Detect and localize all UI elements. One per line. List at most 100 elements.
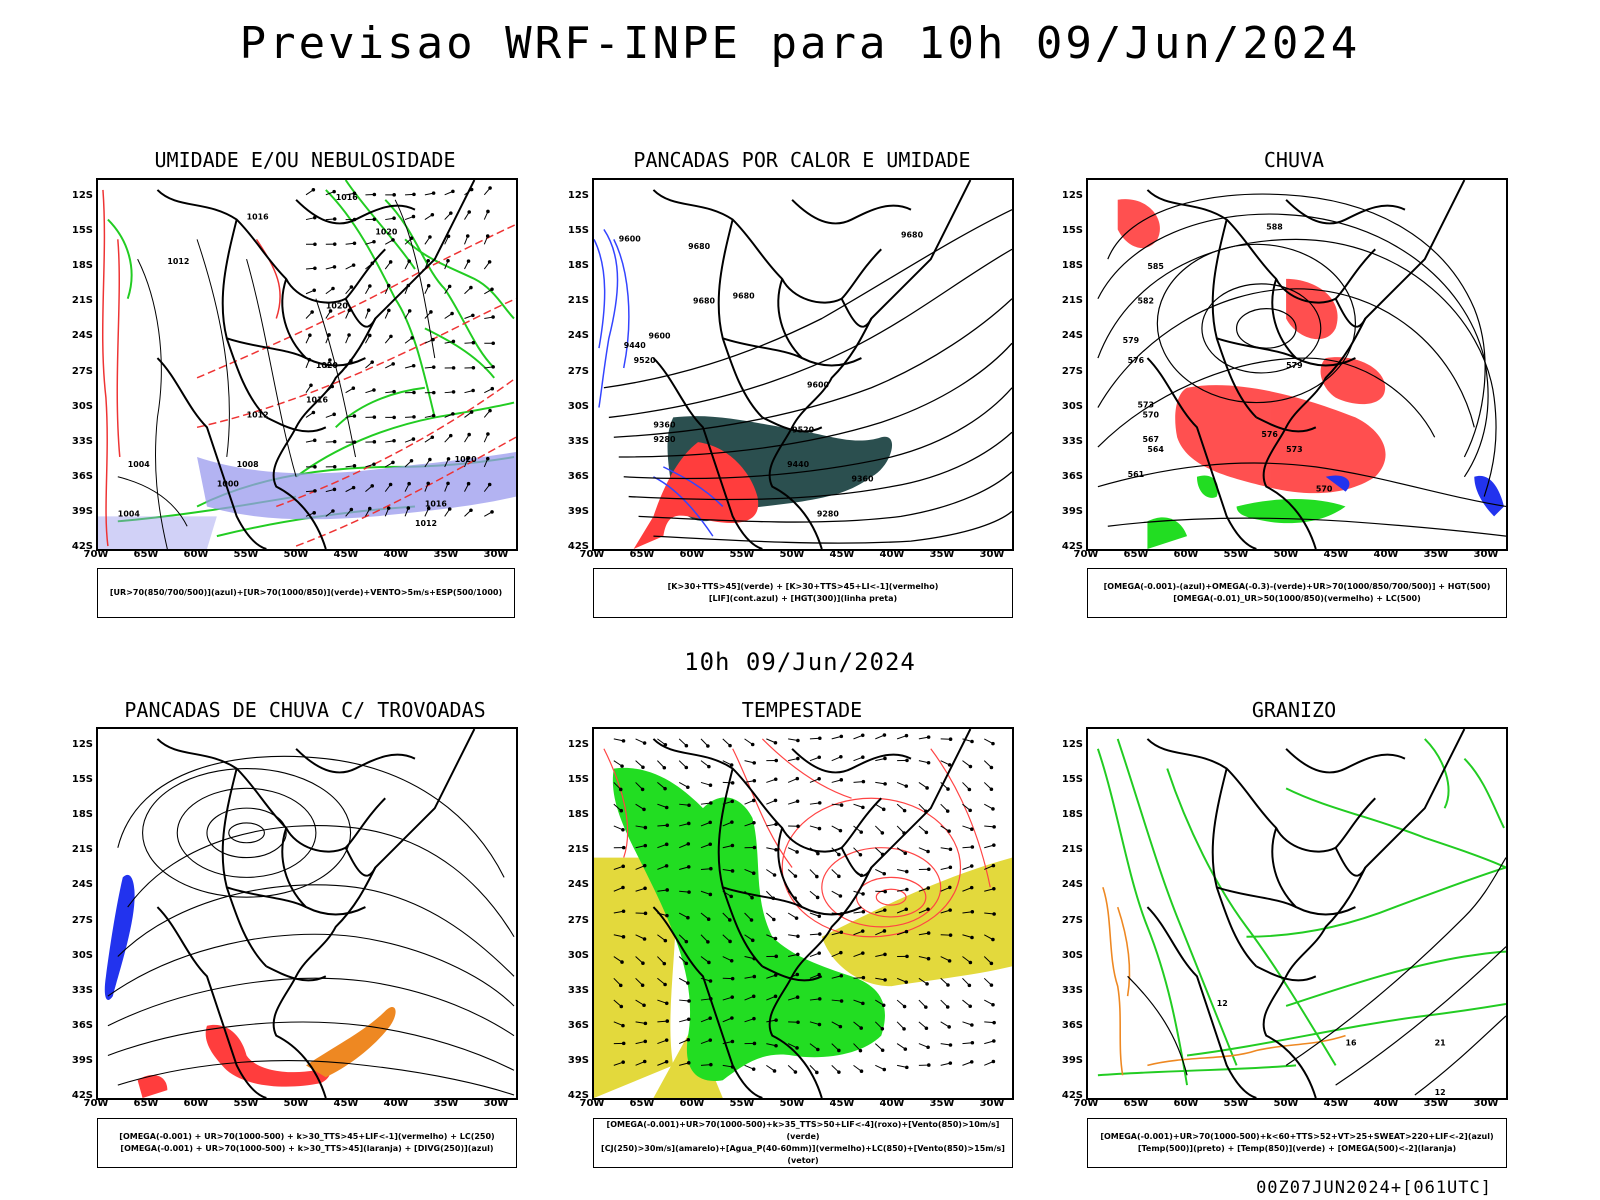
wind-arrow-head	[621, 1060, 625, 1064]
yellow-jet-area	[594, 857, 1012, 1098]
wind-arrow-head	[352, 464, 357, 468]
lat-tick-label: 27S	[567, 914, 589, 926]
wind-arrow-head	[663, 742, 668, 747]
lon-tick-label: 55W	[1223, 549, 1249, 560]
orange-instability-area	[306, 1006, 396, 1078]
lon-tick-label: 45W	[1323, 1098, 1349, 1109]
wind-arrow-head	[927, 1063, 931, 1067]
border-line	[156, 357, 267, 549]
wind-arrow-head	[948, 908, 952, 912]
wind-arrow-head	[992, 912, 996, 916]
wind-arrow-head	[447, 284, 452, 289]
hgt500-contours	[1097, 193, 1506, 537]
lat-tick-label: 24S	[567, 879, 589, 891]
wind-arrow-head	[883, 756, 887, 761]
wind-arrow-head	[312, 438, 317, 443]
wind-arrow-head	[839, 974, 844, 978]
wind-arrow-head	[796, 934, 800, 939]
lat-tick-label: 36S	[1061, 1019, 1083, 1031]
wind-arrow-head	[772, 917, 776, 922]
wind-arrow-head	[392, 193, 396, 197]
wind-arrow-head	[431, 337, 435, 342]
lon-tick-label: 70W	[579, 1098, 605, 1109]
panel-3-title: CHUVA	[1263, 148, 1325, 172]
border-line	[295, 199, 416, 225]
wind-arrow-head	[859, 830, 864, 834]
wind-arrow-head	[431, 191, 436, 195]
wind-arrow-head	[451, 390, 456, 394]
lat-tick-label: 15S	[1061, 225, 1083, 237]
wind-arrow-head	[948, 885, 952, 890]
wind-arrow-head	[796, 952, 800, 957]
wind-arrow-head	[992, 825, 996, 829]
wind-arrow-head	[471, 340, 476, 345]
contour-label: 9600	[648, 331, 671, 340]
wind-arrow-head	[837, 1070, 841, 1074]
wind-arrow-head	[465, 234, 470, 238]
wind-arrow-head	[948, 737, 953, 741]
lat-tick-label: 15S	[71, 225, 93, 237]
wind-arrow-head	[310, 310, 314, 314]
wind-arrow-head	[311, 188, 316, 192]
border-line	[1334, 847, 1367, 877]
forecast-time-title: 10h 09/Jun/2024	[684, 648, 916, 676]
wind-arrow-head	[490, 287, 494, 292]
wind-arrow-head	[774, 847, 778, 852]
wind-arrow-head	[926, 760, 931, 765]
wind-arrow-head	[752, 845, 757, 850]
contour-label: 1008	[237, 460, 260, 469]
wind-arrow-head	[926, 931, 931, 935]
wind-arrow-head	[926, 1045, 930, 1050]
wind-arrow-head	[621, 1041, 626, 1046]
wind-arrow-head	[391, 362, 395, 366]
wind-arrow-head	[370, 360, 374, 364]
wind-arrow-head	[664, 1059, 669, 1064]
lat-tick-label: 18S	[1061, 260, 1083, 272]
border-line	[1334, 298, 1367, 328]
wind-arrow-head	[411, 214, 416, 219]
wind-arrow-head	[817, 755, 822, 760]
wind-arrow-head	[817, 826, 822, 831]
contour-label: 576	[1128, 356, 1145, 365]
wind-arrow-head	[643, 843, 648, 848]
lat-tick-label: 33S	[1061, 435, 1083, 447]
border-line	[791, 748, 912, 774]
lon-tick-label: 45W	[1323, 549, 1349, 560]
wind-arrow-head	[643, 1021, 648, 1026]
wind-arrow-head	[948, 1061, 953, 1065]
wind-arrow-head	[902, 1027, 906, 1031]
border-line	[1216, 886, 1297, 908]
contour-label: 567	[1142, 435, 1159, 444]
lon-tick-label: 60W	[679, 549, 705, 560]
border-line	[265, 416, 327, 433]
wind-arrow-head	[372, 192, 377, 197]
border-line	[768, 729, 972, 1098]
lat-tick-label: 12S	[567, 739, 589, 750]
wind-arrow-head	[663, 786, 667, 791]
wind-arrow-head	[686, 1061, 691, 1065]
wind-arrow-head	[411, 363, 416, 368]
lon-tick-label: 60W	[183, 549, 209, 560]
lon-tick-label: 60W	[1173, 549, 1199, 560]
wind-arrow-head	[750, 938, 755, 943]
wind-arrow-head	[773, 740, 778, 745]
contour-label: 1016	[306, 396, 329, 405]
wind-arrow-head	[902, 1004, 907, 1009]
wind-arrow-head	[772, 1069, 777, 1073]
wind-arrow-head	[366, 308, 371, 312]
wind-arrow-head	[708, 1016, 712, 1020]
wind-arrow-head	[312, 288, 317, 293]
wind-arrow-head	[927, 867, 931, 872]
lat-tick-label: 12S	[71, 739, 93, 750]
wind-arrow-head	[816, 1047, 820, 1052]
lon-tick-label: 65W	[629, 1098, 655, 1109]
wind-arrow-head	[882, 871, 887, 876]
lon-tick-label: 65W	[133, 1098, 159, 1109]
wind-arrow-head	[970, 935, 974, 940]
border-line	[1146, 357, 1257, 549]
wind-arrow-head	[332, 217, 337, 221]
wind-arrow-head	[860, 733, 865, 738]
wind-arrow-head	[860, 929, 865, 933]
contour-label: 1016	[247, 213, 270, 222]
wind-arrow-head	[431, 365, 436, 369]
